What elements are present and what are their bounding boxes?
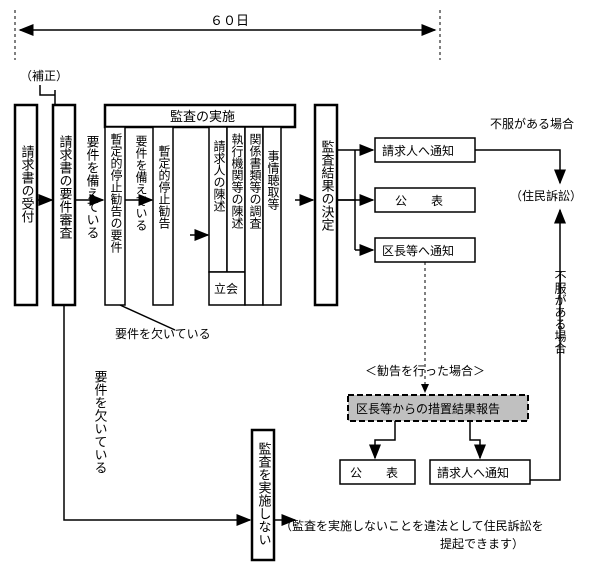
svg-text:公 表: 公 表 (350, 466, 398, 480)
svg-text:要件を備えている: 要件を備えている (134, 135, 148, 231)
svg-text:請求書の要件審査: 請求書の要件審査 (58, 135, 73, 239)
label-has-req: 要件を備えている (85, 135, 100, 239)
svg-text:区長等へ通知: 区長等へ通知 (382, 244, 454, 258)
svg-text:事情聴取等: 事情聴取等 (266, 150, 280, 210)
correction-annotation: （補正） (20, 69, 68, 83)
svg-text:監査を実施しない: 監査を実施しない (257, 441, 272, 546)
svg-text:立会: 立会 (214, 281, 238, 296)
svg-text:監査結果の決定: 監査結果の決定 (320, 139, 335, 232)
svg-text:暫定的停止勧告: 暫定的停止勧告 (157, 144, 171, 229)
footnote2: 提起できます） (440, 536, 524, 551)
svg-text:監査の実施: 監査の実施 (170, 109, 235, 124)
svg-text:関係書類等の調査: 関係書類等の調査 (248, 133, 262, 229)
svg-text:公 表: 公 表 (395, 194, 443, 208)
lacking-note: 要件を欠いている (115, 326, 211, 341)
flowchart-diagram: ６０日 （補正） 請求書の受付 請求書の要件審査 要件を備えている 監査の実施 … (0, 0, 600, 570)
svg-text:請求書の受付: 請求書の受付 (20, 145, 35, 223)
svg-text:請求人へ通知: 請求人へ通知 (382, 144, 454, 158)
footnote1: （監査を実施しないことを違法として住民訴訟を (280, 518, 544, 533)
dissatisfied-label: 不服がある場合 (490, 116, 574, 131)
svg-text:暫定的停止勧告の要件: 暫定的停止勧告の要件 (109, 132, 123, 253)
svg-text:請求人の陳述: 請求人の陳述 (212, 140, 226, 212)
duration-label: ６０日 (210, 13, 249, 28)
lacking-v: 要件を欠いている (93, 370, 108, 474)
svg-text:請求人へ通知: 請求人へ通知 (437, 466, 509, 480)
resident-suit-label: （住民訴訟） (510, 188, 582, 203)
svg-text:区長等からの措置結果報告: 区長等からの措置結果報告 (356, 402, 500, 416)
svg-text:執行機関等の陳述: 執行機関等の陳述 (230, 133, 244, 229)
